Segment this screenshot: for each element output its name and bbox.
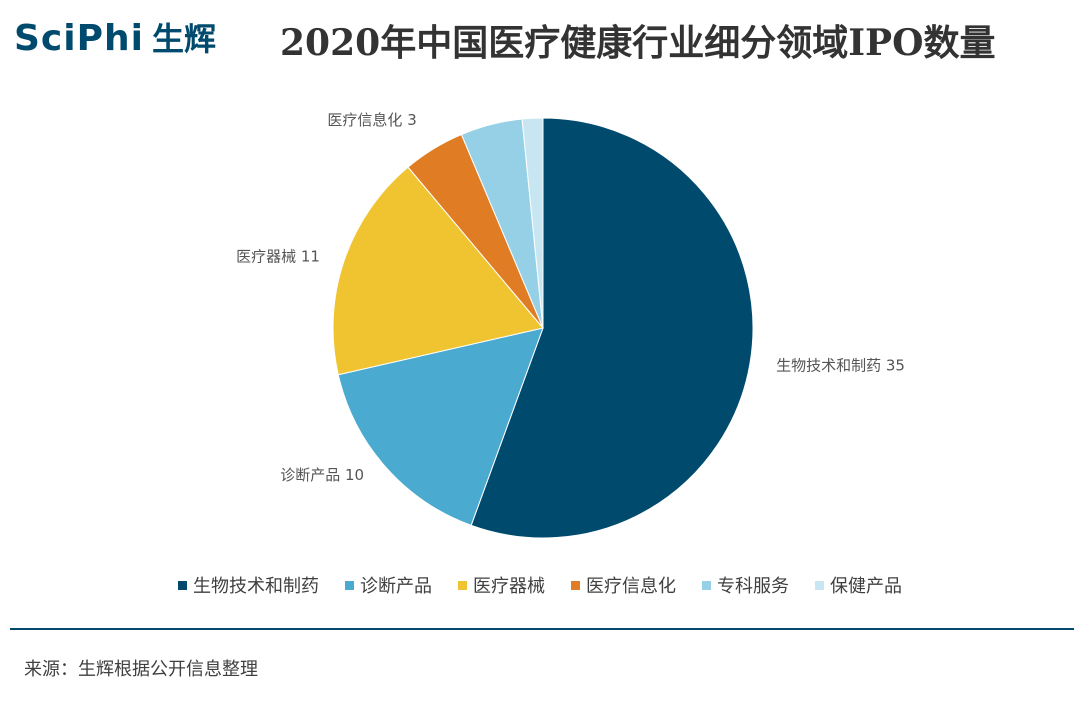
legend-label-4: 专科服务 (717, 576, 789, 597)
legend: 生物技术和制药 诊断产品 医疗器械 医疗信息化 专科服务 保健产品 (0, 572, 1080, 598)
legend-item-4: 专科服务 (702, 572, 789, 598)
legend-item-2: 医疗器械 (458, 572, 545, 598)
legend-swatch-4 (702, 580, 711, 590)
logo-text: SciPhi (14, 18, 144, 59)
legend-label-0: 生物技术和制药 (193, 576, 319, 597)
legend-label-5: 保健产品 (830, 576, 902, 597)
chart-title: 2020年中国医疗健康行业细分领域IPO数量 (280, 22, 996, 64)
legend-label-3: 医疗信息化 (586, 576, 676, 597)
legend-label-1: 诊断产品 (360, 576, 432, 597)
pie-slice-5 (521, 117, 544, 329)
slice-data-label-0: 生物技术和制药 35 (776, 356, 905, 374)
legend-swatch-1 (345, 580, 354, 590)
legend-item-0: 生物技术和制药 (178, 572, 319, 598)
legend-swatch-3 (571, 580, 580, 590)
divider (10, 628, 1074, 630)
legend-item-5: 保健产品 (815, 572, 902, 598)
legend-swatch-5 (815, 580, 824, 590)
slice-data-label-2: 医疗器械 11 (236, 248, 320, 266)
legend-label-2: 医疗器械 (473, 576, 545, 597)
slice-data-label-3: 医疗信息化 3 (327, 111, 416, 129)
logo: SciPhi 生辉 (14, 14, 216, 60)
legend-swatch-0 (178, 580, 187, 590)
logo-cn-text: 生辉 (151, 20, 216, 58)
legend-swatch-2 (458, 580, 467, 590)
legend-item-3: 医疗信息化 (571, 572, 676, 598)
legend-item-1: 诊断产品 (345, 572, 432, 598)
pie-slice-1 (337, 327, 544, 526)
header: SciPhi 生辉 2020年中国医疗健康行业细分领域IPO数量 (0, 0, 1080, 80)
pie-slice-0 (470, 117, 754, 539)
pie-slice-2 (332, 166, 544, 376)
slice-data-label-1: 诊断产品 10 (280, 466, 364, 484)
source-note: 来源：生辉根据公开信息整理 (24, 659, 258, 680)
